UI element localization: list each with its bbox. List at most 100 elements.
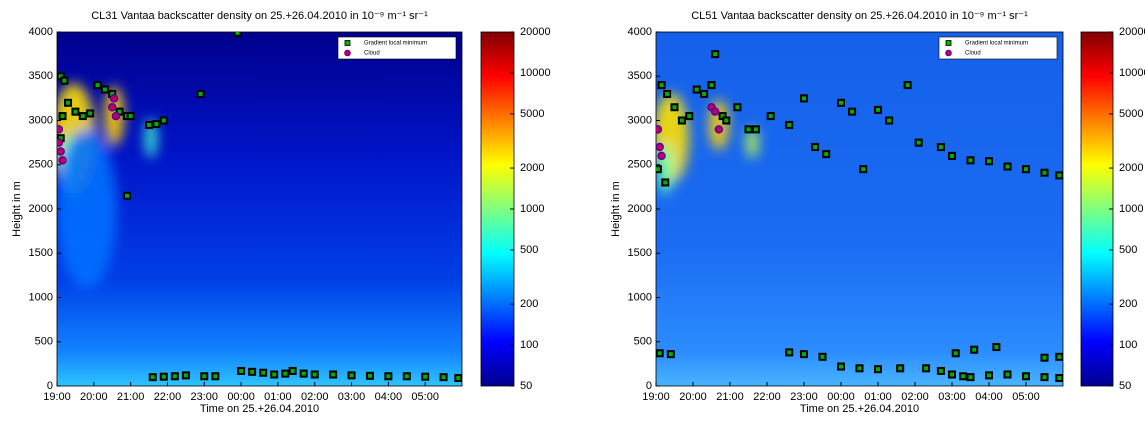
marker-square (1003, 162, 1012, 171)
marker-square (700, 89, 709, 98)
x-tick-label: 00:00 (827, 391, 855, 403)
colorbar-tick-label: 10000 (520, 67, 551, 79)
marker-square (936, 366, 945, 375)
colorbar-tick-label: 20000 (1119, 26, 1145, 38)
marker-square (885, 116, 894, 125)
marker-square (811, 143, 820, 152)
marker-square (874, 365, 882, 374)
x-tick-label: 00:00 (227, 391, 255, 403)
marker-square (657, 81, 666, 90)
marker-square (60, 76, 69, 85)
colorbar-tick-label: 500 (1119, 244, 1137, 256)
marker-square (722, 116, 731, 125)
marker-square (181, 371, 190, 380)
marker-square (200, 372, 209, 381)
marker-square (837, 362, 845, 371)
marker-square (100, 85, 109, 94)
series (57, 32, 462, 383)
marker-square (859, 165, 868, 174)
heatmap-background (656, 32, 1063, 386)
x-axis-label: Time on 25.+26.04.2010 (800, 403, 919, 415)
marker-circle (107, 102, 117, 112)
marker-square (733, 103, 742, 112)
y-tick-label: 3000 (628, 114, 652, 126)
x-tick-label: 22:00 (154, 391, 182, 403)
legend-label: Cloud (965, 51, 981, 57)
marker-square (439, 373, 448, 382)
colorbar-tick-label: 500 (520, 244, 538, 256)
heatmap-blob (57, 129, 117, 289)
x-tick-label: 01:00 (264, 391, 292, 403)
marker-square (744, 125, 753, 134)
marker-circle (656, 125, 663, 134)
y-tick-label: 2500 (29, 159, 53, 171)
marker-square (766, 112, 775, 121)
marker-square (365, 371, 374, 380)
x-tick-label: 22:00 (753, 391, 781, 403)
colorbar-tick-label: 1000 (520, 203, 544, 215)
marker-square (661, 178, 670, 187)
marker-square (966, 373, 975, 382)
marker-circle (57, 138, 64, 147)
colorbar-tick-label: 100 (1119, 339, 1137, 351)
marker-square (1055, 171, 1063, 180)
marker-square (914, 138, 923, 147)
marker-square (656, 165, 662, 174)
x-axis-label: Time on 25.+26.04.2010 (200, 403, 319, 415)
marker-square (785, 348, 794, 357)
colorbar-tick-label: 200 (1119, 298, 1137, 310)
y-tick-label: 2000 (628, 203, 652, 215)
legend-swatch (344, 49, 351, 57)
marker-square (663, 89, 672, 98)
colorbar-tick-label: 20000 (520, 26, 551, 38)
y-tick-label: 3500 (628, 70, 652, 82)
x-tick-label: 19:00 (43, 391, 71, 403)
marker-square (985, 371, 993, 380)
marker-square (751, 125, 760, 134)
marker-square (666, 350, 675, 359)
marker-square (785, 120, 794, 129)
y-tick-label: 1500 (29, 247, 53, 259)
marker-circle (57, 125, 64, 134)
marker-square (818, 352, 827, 361)
legend-label: Cloud (364, 51, 380, 57)
marker-square (656, 349, 664, 358)
marker-square (959, 372, 968, 381)
marker-square (170, 372, 179, 381)
marker-square (874, 105, 882, 114)
marker-square (692, 85, 701, 94)
heatmap-blob (746, 126, 759, 159)
marker-square (196, 89, 205, 98)
colorbar-tick-label: 5000 (520, 108, 544, 120)
marker-square (237, 366, 246, 375)
x-tick-label: 02:00 (901, 391, 929, 403)
marker-square (211, 372, 220, 381)
x-tick-label: 20:00 (679, 391, 707, 403)
y-tick-label: 2500 (628, 159, 652, 171)
legend-box (938, 36, 1058, 60)
marker-square (126, 112, 135, 121)
x-tick-label: 21:00 (716, 391, 744, 403)
colorbar (480, 31, 515, 387)
y-tick-label: 0 (47, 380, 53, 392)
marker-circle (109, 94, 119, 103)
marker-square (152, 120, 161, 129)
y-tick-label: 1000 (29, 291, 53, 303)
marker-square (93, 81, 102, 90)
colorbar-tick-label: 50 (1119, 380, 1131, 392)
marker-square (822, 150, 831, 159)
marker-square (711, 50, 720, 59)
x-tick-label: 20:00 (80, 391, 108, 403)
marker-square (951, 349, 960, 358)
colorbar-tick-label: 200 (520, 298, 538, 310)
marker-square (992, 343, 1001, 352)
marker-square (421, 372, 430, 381)
marker-square (1003, 370, 1012, 379)
marker-square (159, 372, 168, 381)
marker-square (122, 191, 131, 200)
marker-square (1022, 372, 1030, 381)
marker-square (78, 112, 87, 121)
marker-square (800, 94, 808, 103)
marker-square (1040, 373, 1049, 382)
